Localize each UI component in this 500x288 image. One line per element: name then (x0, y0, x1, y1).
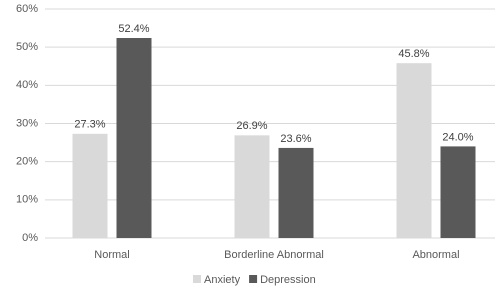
x-tick-label: Normal (94, 249, 129, 261)
y-tick-label: 20% (16, 156, 38, 168)
data-label: 26.9% (236, 120, 267, 132)
x-tick-label: Abnormal (412, 249, 459, 261)
data-label: 27.3% (74, 119, 105, 131)
legend-label: Anxiety (204, 274, 241, 286)
legend-swatch (249, 275, 258, 283)
y-tick-label: 50% (16, 41, 38, 53)
y-tick-label: 40% (16, 79, 38, 91)
legend-swatch (193, 275, 201, 283)
y-tick-label: 0% (22, 232, 38, 244)
bar (396, 63, 432, 238)
x-tick-label: Borderline Abnormal (224, 249, 324, 261)
data-label: 23.6% (280, 133, 311, 145)
bar (278, 147, 314, 238)
data-label: 24.0% (442, 131, 473, 143)
y-tick-label: 30% (16, 117, 38, 129)
legend-label: Depression (260, 274, 316, 286)
bar (116, 38, 152, 238)
bar (440, 146, 476, 238)
y-tick-label: 10% (16, 194, 38, 206)
data-label: 52.4% (118, 23, 149, 35)
bar (72, 133, 108, 238)
data-label: 45.8% (398, 48, 429, 60)
y-tick-label: 60% (16, 3, 38, 15)
bar (234, 135, 270, 238)
